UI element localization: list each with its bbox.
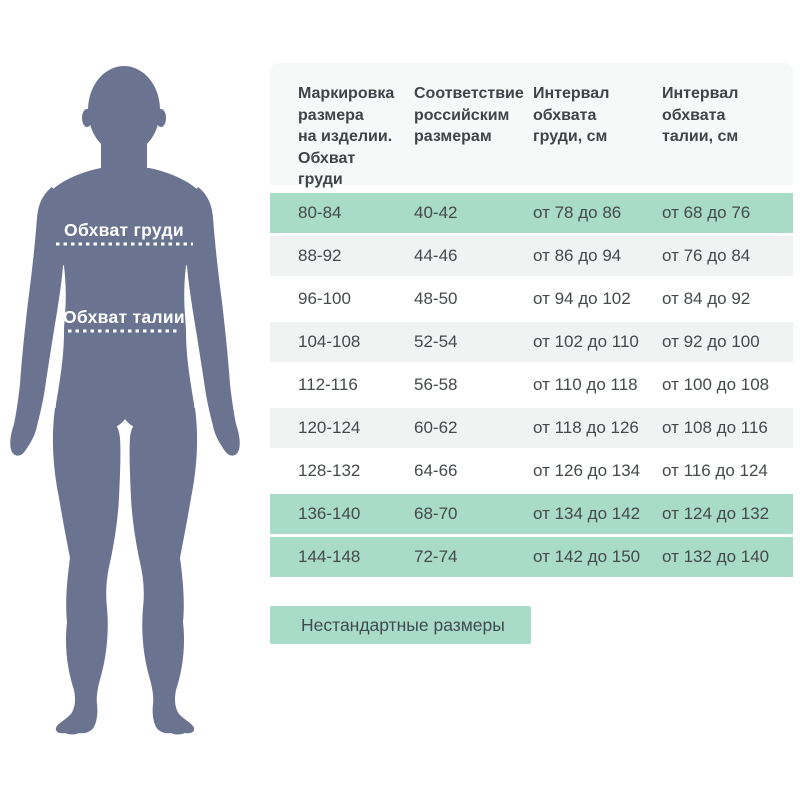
cell-marking: 88-92 — [298, 246, 342, 265]
arm-shape — [10, 187, 64, 456]
cell-ru-size: 72-74 — [414, 547, 458, 566]
cell-waist-interval: от 132 до 140 — [662, 547, 770, 566]
cell-marking: 104-108 — [298, 332, 361, 351]
cell-chest-interval: от 118 до 126 — [533, 418, 639, 437]
nonstandard-sizes-button[interactable]: Нестандартные размеры — [270, 606, 531, 644]
table-row: 80-84 40-42 от 78 до 86 от 68 до 76 — [270, 193, 793, 233]
cell-waist-interval: от 100 до 108 — [662, 375, 770, 394]
cell-marking: 144-148 — [298, 547, 361, 566]
cell-waist-interval: от 92 до 100 — [662, 332, 760, 351]
body-figure: Обхват груди Обхват талии — [0, 60, 270, 760]
table-row: 112-116 56-58 от 110 до 118 от 100 до 10… — [270, 365, 793, 405]
cell-chest-interval: от 102 до 110 — [533, 332, 639, 351]
cell-ru-size: 48-50 — [414, 289, 458, 308]
waist-measurement-label: Обхват талии — [63, 307, 185, 327]
cell-ru-size: 56-58 — [414, 375, 458, 394]
chest-measurement-label: Обхват груди — [64, 220, 184, 240]
table-row: 136-140 68-70 от 134 до 142 от 124 до 13… — [270, 494, 793, 534]
header-cell-marking: Маркировка размера на изделии. Обхват гр… — [298, 85, 395, 188]
cell-marking: 96-100 — [298, 289, 351, 308]
cell-chest-interval: от 126 до 134 — [533, 461, 641, 480]
cell-chest-interval: от 142 до 150 — [533, 547, 641, 566]
cell-ru-size: 60-62 — [414, 418, 458, 437]
leg-shape — [52, 406, 121, 735]
table-row: 88-92 44-46 от 86 до 94 от 76 до 84 — [270, 236, 793, 276]
cell-waist-interval: от 76 до 84 — [662, 246, 751, 265]
cell-marking: 80-84 — [298, 203, 342, 222]
cell-ru-size: 52-54 — [414, 332, 458, 351]
torso-shape — [38, 168, 212, 433]
cell-waist-interval: от 116 до 124 — [662, 461, 768, 480]
cell-marking: 128-132 — [298, 461, 361, 480]
header-cell-waist: Интервал обхвата талии, см — [662, 85, 739, 145]
cell-ru-size: 44-46 — [414, 246, 458, 265]
table-rows: 80-84 40-42 от 78 до 86 от 68 до 76 88-9… — [270, 193, 793, 577]
cell-waist-interval: от 68 до 76 — [662, 203, 751, 222]
cell-waist-interval: от 84 до 92 — [662, 289, 751, 308]
cell-chest-interval: от 134 до 142 — [533, 504, 641, 523]
cell-waist-interval: от 124 до 132 — [662, 504, 770, 523]
table-row: 104-108 52-54 от 102 до 110 от 92 до 100 — [270, 322, 793, 362]
cell-chest-interval: от 78 до 86 — [533, 203, 622, 222]
table-header: Маркировка размера на изделии. Обхват гр… — [270, 63, 793, 188]
cell-chest-interval: от 86 до 94 — [533, 246, 622, 265]
cell-marking: 120-124 — [298, 418, 361, 437]
cell-ru-size: 64-66 — [414, 461, 458, 480]
cell-chest-interval: от 94 до 102 — [533, 289, 631, 308]
cell-ru-size: 40-42 — [414, 203, 458, 222]
header-cell-ru-size: Соответствие российским размерам — [414, 85, 524, 145]
table-row: 144-148 72-74 от 142 до 150 от 132 до 14… — [270, 537, 793, 577]
body-silhouette: Обхват груди Обхват талии — [10, 66, 240, 735]
table-row: 128-132 64-66 от 126 до 134 от 116 до 12… — [270, 451, 793, 491]
cell-marking: 136-140 — [298, 504, 361, 523]
table-row: 96-100 48-50 от 94 до 102 от 84 до 92 — [270, 279, 793, 319]
cell-ru-size: 68-70 — [414, 504, 458, 523]
header-cell-chest: Интервал обхвата груди, см — [533, 85, 610, 145]
cell-waist-interval: от 108 до 116 — [662, 418, 768, 437]
size-table: Маркировка размера на изделии. Обхват гр… — [270, 63, 793, 644]
table-row: 120-124 60-62 от 118 до 126 от 108 до 11… — [270, 408, 793, 448]
cell-chest-interval: от 110 до 118 — [533, 375, 638, 394]
cell-marking: 112-116 — [298, 375, 358, 394]
